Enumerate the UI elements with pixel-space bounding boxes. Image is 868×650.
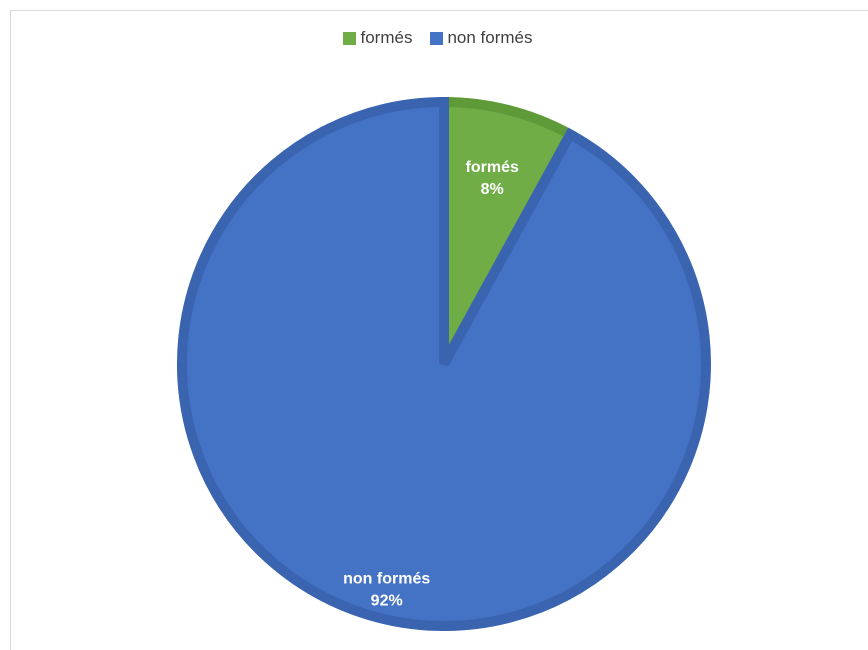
data-label-formes: formés 8% xyxy=(466,159,519,198)
legend-label-non-formes: non formés xyxy=(447,28,533,47)
pie-slice-non-formes xyxy=(177,96,711,631)
legend-swatch-non-formes xyxy=(430,31,444,45)
legend-item-formes: formés xyxy=(335,28,412,48)
legend-swatch-formes xyxy=(343,31,357,45)
data-label-name-non-formes: non formés xyxy=(343,570,430,587)
chart-legend: formés non formés xyxy=(0,28,868,48)
legend-label-formes: formés xyxy=(360,28,413,47)
data-label-name-formes: formés xyxy=(466,159,519,176)
data-label-percent-non-formes: 92% xyxy=(371,592,403,609)
data-label-non-formes: non formés 92% xyxy=(343,570,430,609)
legend-item-non-formes: non formés xyxy=(422,28,533,48)
data-label-percent-formes: 8% xyxy=(481,181,504,198)
